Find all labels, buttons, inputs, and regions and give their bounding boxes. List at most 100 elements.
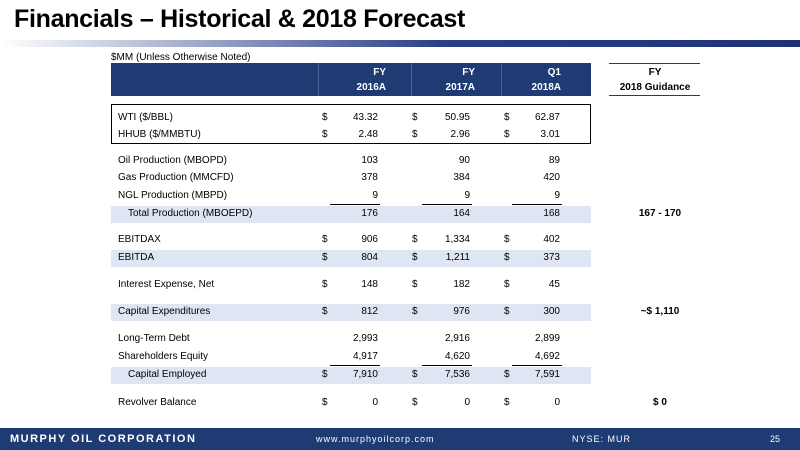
table-row: Total Production (MBOEPD) 176 164 168: [111, 206, 591, 223]
cell-value: 906: [361, 234, 378, 245]
row-label: Shareholders Equity: [118, 351, 209, 362]
cell-value: 164: [453, 208, 470, 219]
cell-value: 89: [548, 155, 560, 166]
dollar-sign: $: [504, 112, 510, 123]
cell-value: 1,211: [445, 252, 470, 263]
row-label: Revolver Balance: [118, 397, 197, 408]
guidance-top-rule: [609, 63, 700, 64]
guidance-value: 167 - 170: [638, 208, 682, 219]
header-separator: [411, 63, 412, 96]
col-2017-line2: 2017A: [445, 82, 475, 93]
dollar-sign: $: [322, 369, 328, 380]
cell-value: 2,899: [534, 333, 560, 344]
guidance-header-line2: 2018 Guidance: [619, 82, 691, 93]
footer-website: www.murphyoilcorp.com: [316, 434, 435, 444]
table-row: EBITDA $804 $1,211 $373: [111, 250, 591, 267]
table-row: Interest Expense, Net $148 $182 $45: [111, 277, 591, 294]
subtotal-rule: [330, 365, 380, 366]
cell-value: 0: [464, 397, 470, 408]
dollar-sign: $: [412, 397, 418, 408]
row-label: Gas Production (MMCFD): [118, 172, 234, 183]
header-separator: [501, 63, 502, 96]
subtotal-rule: [422, 204, 472, 205]
cell-value: 402: [543, 234, 560, 245]
dollar-sign: $: [504, 369, 510, 380]
cell-value: 3.01: [540, 129, 560, 140]
cell-value: 4,692: [534, 351, 560, 362]
row-label: Long-Term Debt: [118, 333, 190, 344]
row-label: Capital Expenditures: [118, 306, 211, 317]
price-box: [111, 104, 591, 144]
subtotal-rule: [512, 365, 562, 366]
cell-value: 0: [554, 397, 560, 408]
cell-value: 2,916: [444, 333, 470, 344]
cell-value: 384: [453, 172, 470, 183]
cell-value: 168: [543, 208, 560, 219]
guidance-header-line1: FY: [648, 67, 662, 78]
units-note: $MM (Unless Otherwise Noted): [111, 52, 251, 63]
cell-value: 9: [372, 190, 378, 201]
dollar-sign: $: [412, 252, 418, 263]
row-label: EBITDA: [118, 252, 155, 263]
row-label: Oil Production (MBOPD): [118, 155, 227, 166]
dollar-sign: $: [322, 252, 328, 263]
table-row: Gas Production (MMCFD) 378 384 420: [111, 170, 591, 187]
col-2017-line1: FY: [462, 67, 475, 78]
cell-value: 378: [361, 172, 378, 183]
col-q1-2018-line1: Q1: [547, 67, 561, 78]
table-row: Long-Term Debt 2,993 2,916 2,899: [111, 331, 591, 348]
dollar-sign: $: [504, 279, 510, 290]
cell-value: 7,910: [352, 369, 378, 380]
cell-value: 62.87: [534, 112, 560, 123]
dollar-sign: $: [322, 234, 328, 245]
cell-value: 1,334: [444, 234, 470, 245]
table-row: Capital Expenditures $812 $976 $300: [111, 304, 591, 321]
cell-value: 4,620: [444, 351, 470, 362]
dollar-sign: $: [504, 397, 510, 408]
cell-value: 148: [361, 279, 378, 290]
dollar-sign: $: [504, 234, 510, 245]
col-q1-2018-line2: 2018A: [531, 82, 561, 93]
cell-value: 7,591: [534, 369, 560, 380]
table-row: HHUB ($/MMBTU) $2.48 $2.96 $3.01: [111, 127, 591, 144]
table-row: Revolver Balance $0 $0 $0: [111, 395, 591, 412]
cell-value: 804: [361, 252, 378, 263]
dollar-sign: $: [412, 306, 418, 317]
guidance-bottom-rule: [609, 95, 700, 96]
subtotal-rule: [330, 204, 380, 205]
dollar-sign: $: [412, 129, 418, 140]
cell-value: 373: [543, 252, 560, 263]
cell-value: 812: [361, 306, 378, 317]
cell-value: 4,917: [352, 351, 378, 362]
subtotal-rule: [512, 204, 562, 205]
col-2016-line1: FY: [373, 67, 386, 78]
row-label: Total Production (MBOEPD): [128, 208, 253, 219]
dollar-sign: $: [412, 112, 418, 123]
dollar-sign: $: [322, 112, 328, 123]
cell-value: 182: [453, 279, 470, 290]
page-title: Financials – Historical & 2018 Forecast: [14, 5, 466, 33]
col-2016-line2: 2016A: [356, 82, 386, 93]
subtotal-rule: [422, 365, 472, 366]
cell-value: 176: [361, 208, 378, 219]
table-row: NGL Production (MBPD) 9 9 9: [111, 188, 591, 205]
table-row: EBITDAX $906 $1,334 $402: [111, 232, 591, 249]
dollar-sign: $: [322, 397, 328, 408]
guidance-value: ~$ 1,110: [640, 306, 680, 317]
cell-value: 90: [458, 155, 470, 166]
dollar-sign: $: [412, 279, 418, 290]
footer-company: MURPHY OIL CORPORATION: [10, 433, 197, 445]
cell-value: 103: [361, 155, 378, 166]
dollar-sign: $: [322, 129, 328, 140]
cell-value: 7,536: [444, 369, 470, 380]
table-row: Shareholders Equity 4,917 4,620 4,692: [111, 349, 591, 366]
cell-value: 9: [554, 190, 560, 201]
footer-ticker: NYSE: MUR: [572, 434, 632, 444]
table-row: Capital Employed $7,910 $7,536 $7,591: [111, 367, 591, 384]
table-row: Oil Production (MBOPD) 103 90 89: [111, 153, 591, 170]
guidance-value: $ 0: [653, 397, 667, 408]
footer-bar: MURPHY OIL CORPORATION www.murphyoilcorp…: [0, 428, 800, 450]
row-label: NGL Production (MBPD): [118, 190, 228, 201]
row-label: HHUB ($/MMBTU): [118, 129, 201, 140]
header-separator: [318, 63, 319, 96]
